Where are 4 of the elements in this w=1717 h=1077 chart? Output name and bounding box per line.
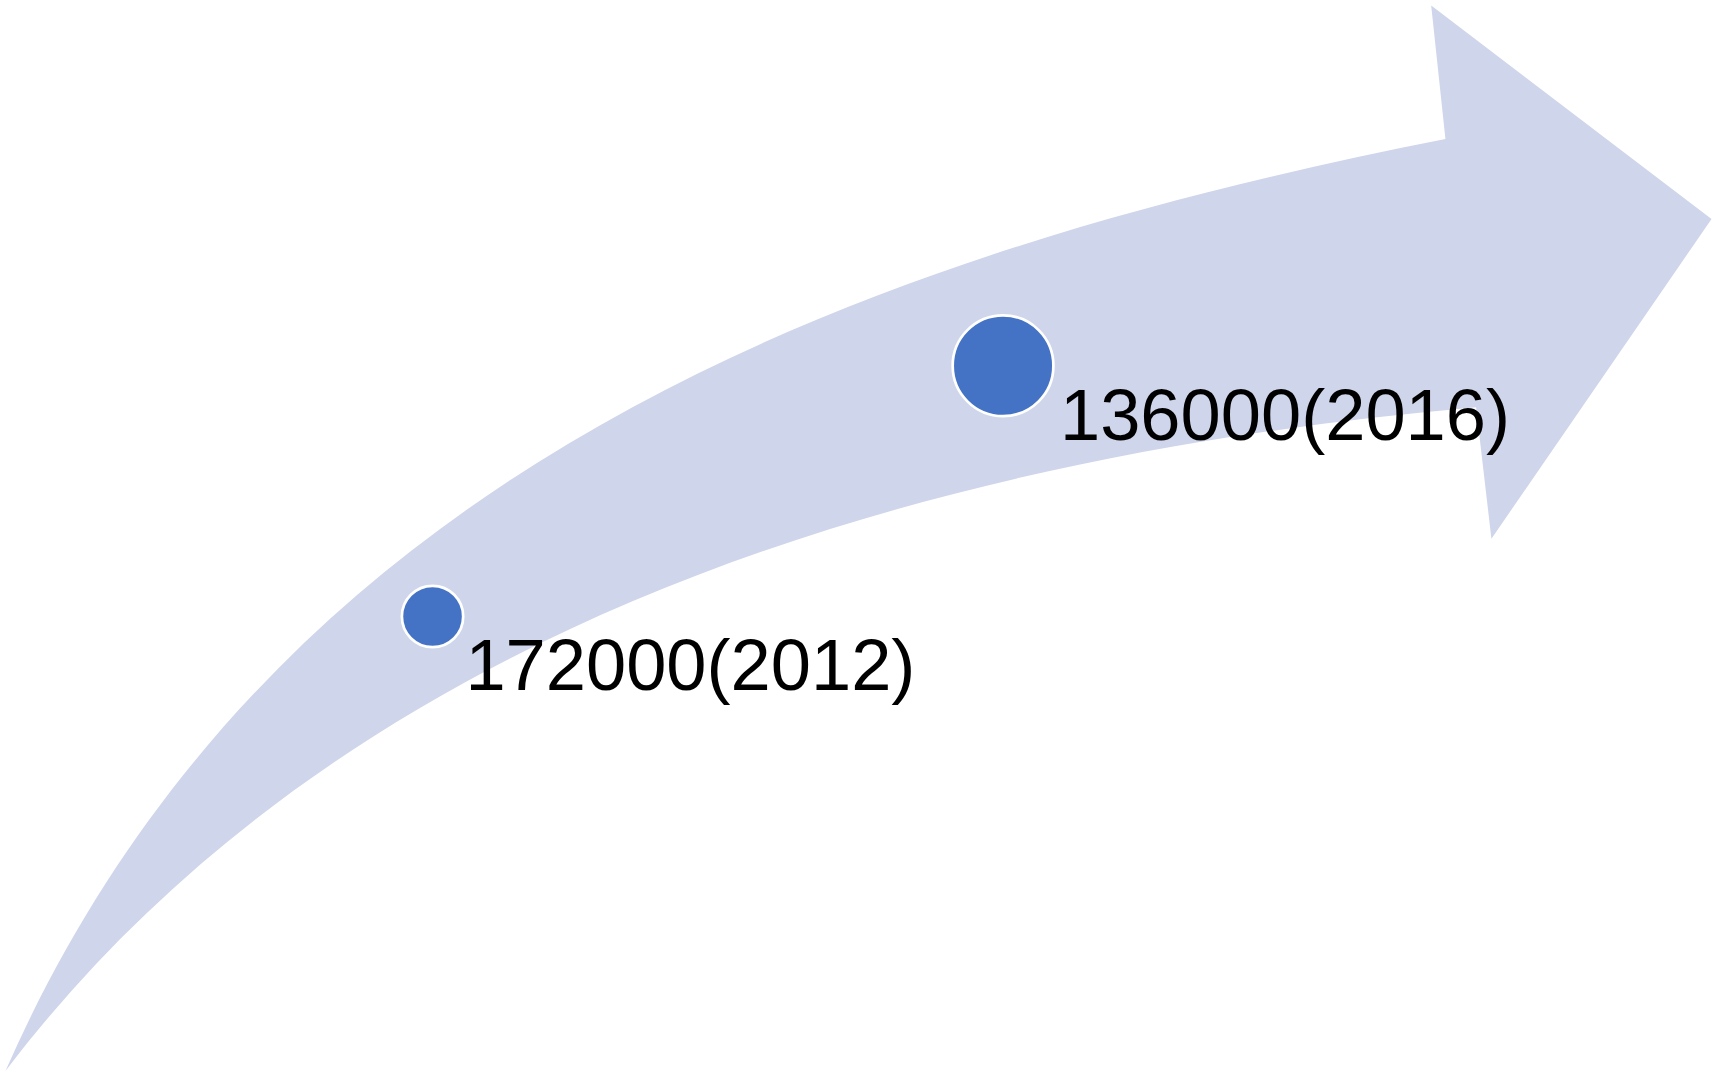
category-label: (2016) [1301,375,1511,456]
category-label: (2012) [706,624,916,705]
data-label: 172000 [465,624,707,705]
data-label: 136000 [1059,375,1302,456]
